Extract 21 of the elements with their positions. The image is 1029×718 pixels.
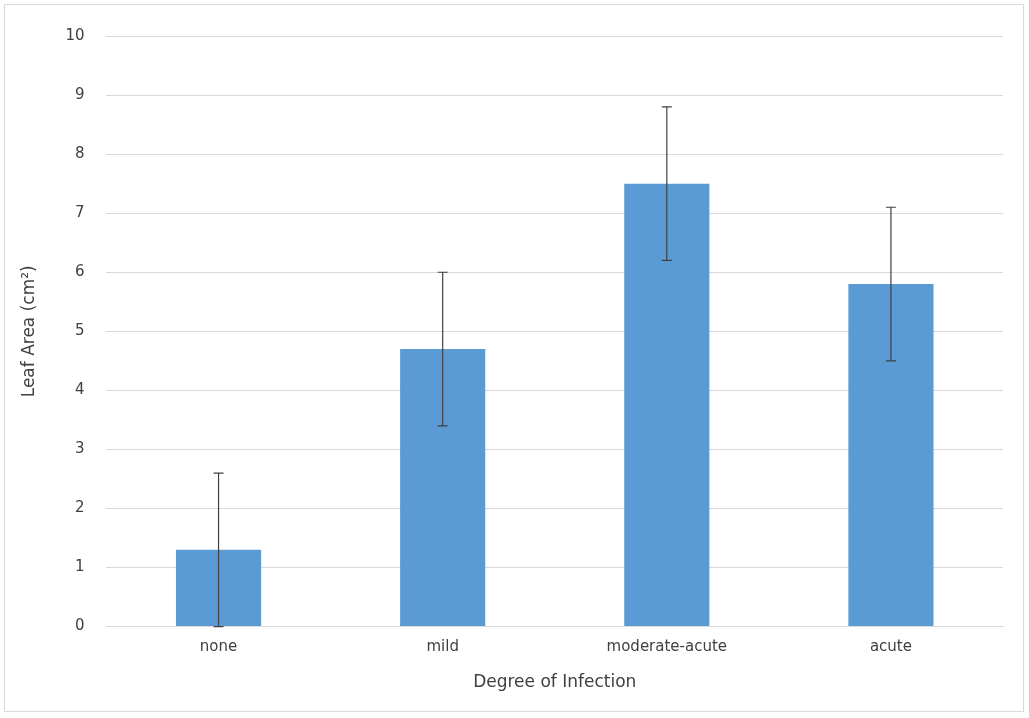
y-tick-label: 1 [74,557,85,576]
bar [848,284,934,627]
y-tick-label: 5 [74,321,85,340]
y-tick-label: 7 [74,203,85,222]
x-tick-label: acute [869,637,912,656]
x-tick-label: moderate-acute [606,637,728,656]
y-tick-label: 3 [74,439,85,458]
y-tick-label: 0 [74,616,85,635]
bar [175,549,262,627]
y-tick-label: 10 [65,25,85,44]
y-tick-label: 9 [74,84,85,103]
x-axis-title: Degree of Infection [473,671,637,692]
y-tick-label: 2 [74,498,85,517]
y-tick-label: 4 [74,380,85,399]
bar [624,183,710,627]
y-tick-label: 6 [74,262,85,281]
bar [400,349,486,627]
x-tick-label: none [199,637,238,656]
y-axis-title: Leaf Area (cm²) [17,265,38,398]
x-tick-label: mild [426,637,459,656]
y-tick-label: 8 [74,144,85,163]
